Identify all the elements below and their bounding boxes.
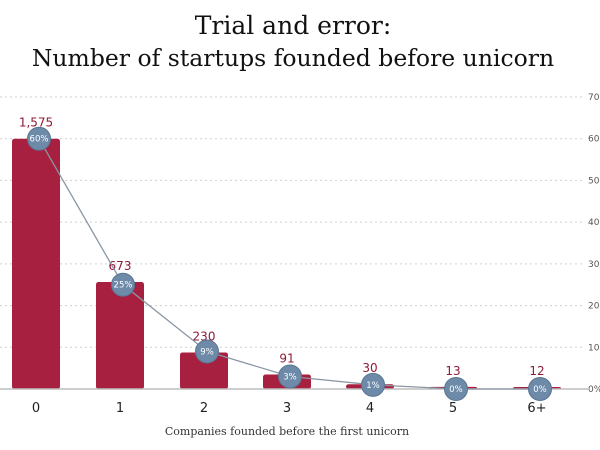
- x-tick-label: 0: [32, 401, 40, 416]
- y2-tick-label: 70%: [588, 93, 600, 103]
- share-label: 0%: [449, 385, 463, 395]
- share-marker: [361, 372, 385, 397]
- x-tick-label: 5: [449, 401, 457, 416]
- share-label: 9%: [200, 347, 214, 357]
- share-markers: 60% 25% 9% 3% 1% 0% 0%: [27, 126, 552, 401]
- x-axis-ticks: 0 1 2 3 4 5 6+: [32, 401, 547, 416]
- y2-tick-label: 10%: [588, 343, 600, 353]
- count-label: 30: [362, 361, 377, 375]
- share-marker: [528, 377, 552, 401]
- chart-title-line-2: Number of startups founded before unicor…: [32, 44, 554, 72]
- chart-title-line-1: Trial and error:: [195, 11, 392, 40]
- share-label: 3%: [283, 372, 297, 382]
- x-tick-label: 4: [366, 401, 374, 416]
- share-marker: [278, 364, 302, 389]
- share-marker: [111, 272, 135, 297]
- y2-tick-label: 50%: [588, 176, 600, 186]
- x-tick-label: 1: [116, 401, 124, 416]
- bar: [96, 282, 144, 389]
- share-label: 1%: [366, 381, 380, 391]
- count-label: 12: [529, 364, 544, 378]
- share-marker: [444, 377, 468, 401]
- share-label: 0%: [533, 385, 547, 395]
- x-tick-label: 2: [200, 401, 208, 416]
- count-label: 13: [445, 364, 460, 378]
- y2-tick-label: 40%: [588, 218, 600, 228]
- y2-tick-label: 20%: [588, 302, 600, 312]
- bar: [12, 138, 60, 389]
- x-tick-label: 6+: [527, 401, 546, 416]
- y2-tick-label: 60%: [588, 135, 600, 145]
- y2-tick-label: 0%: [588, 385, 600, 395]
- x-tick-label: 3: [283, 401, 291, 416]
- x-axis-label: Companies founded before the first unico…: [165, 425, 409, 438]
- count-label: 1,575: [19, 116, 53, 130]
- bar: [180, 352, 228, 389]
- share-label: 60%: [30, 135, 49, 145]
- share-marker: [27, 126, 51, 151]
- share-marker: [195, 339, 219, 364]
- right-axis-ticks: 70% 60% 50% 40% 30% 20% 10% 0%: [588, 93, 600, 395]
- count-label: 91: [279, 352, 294, 366]
- share-label: 25%: [114, 281, 133, 291]
- y2-tick-label: 30%: [588, 260, 600, 270]
